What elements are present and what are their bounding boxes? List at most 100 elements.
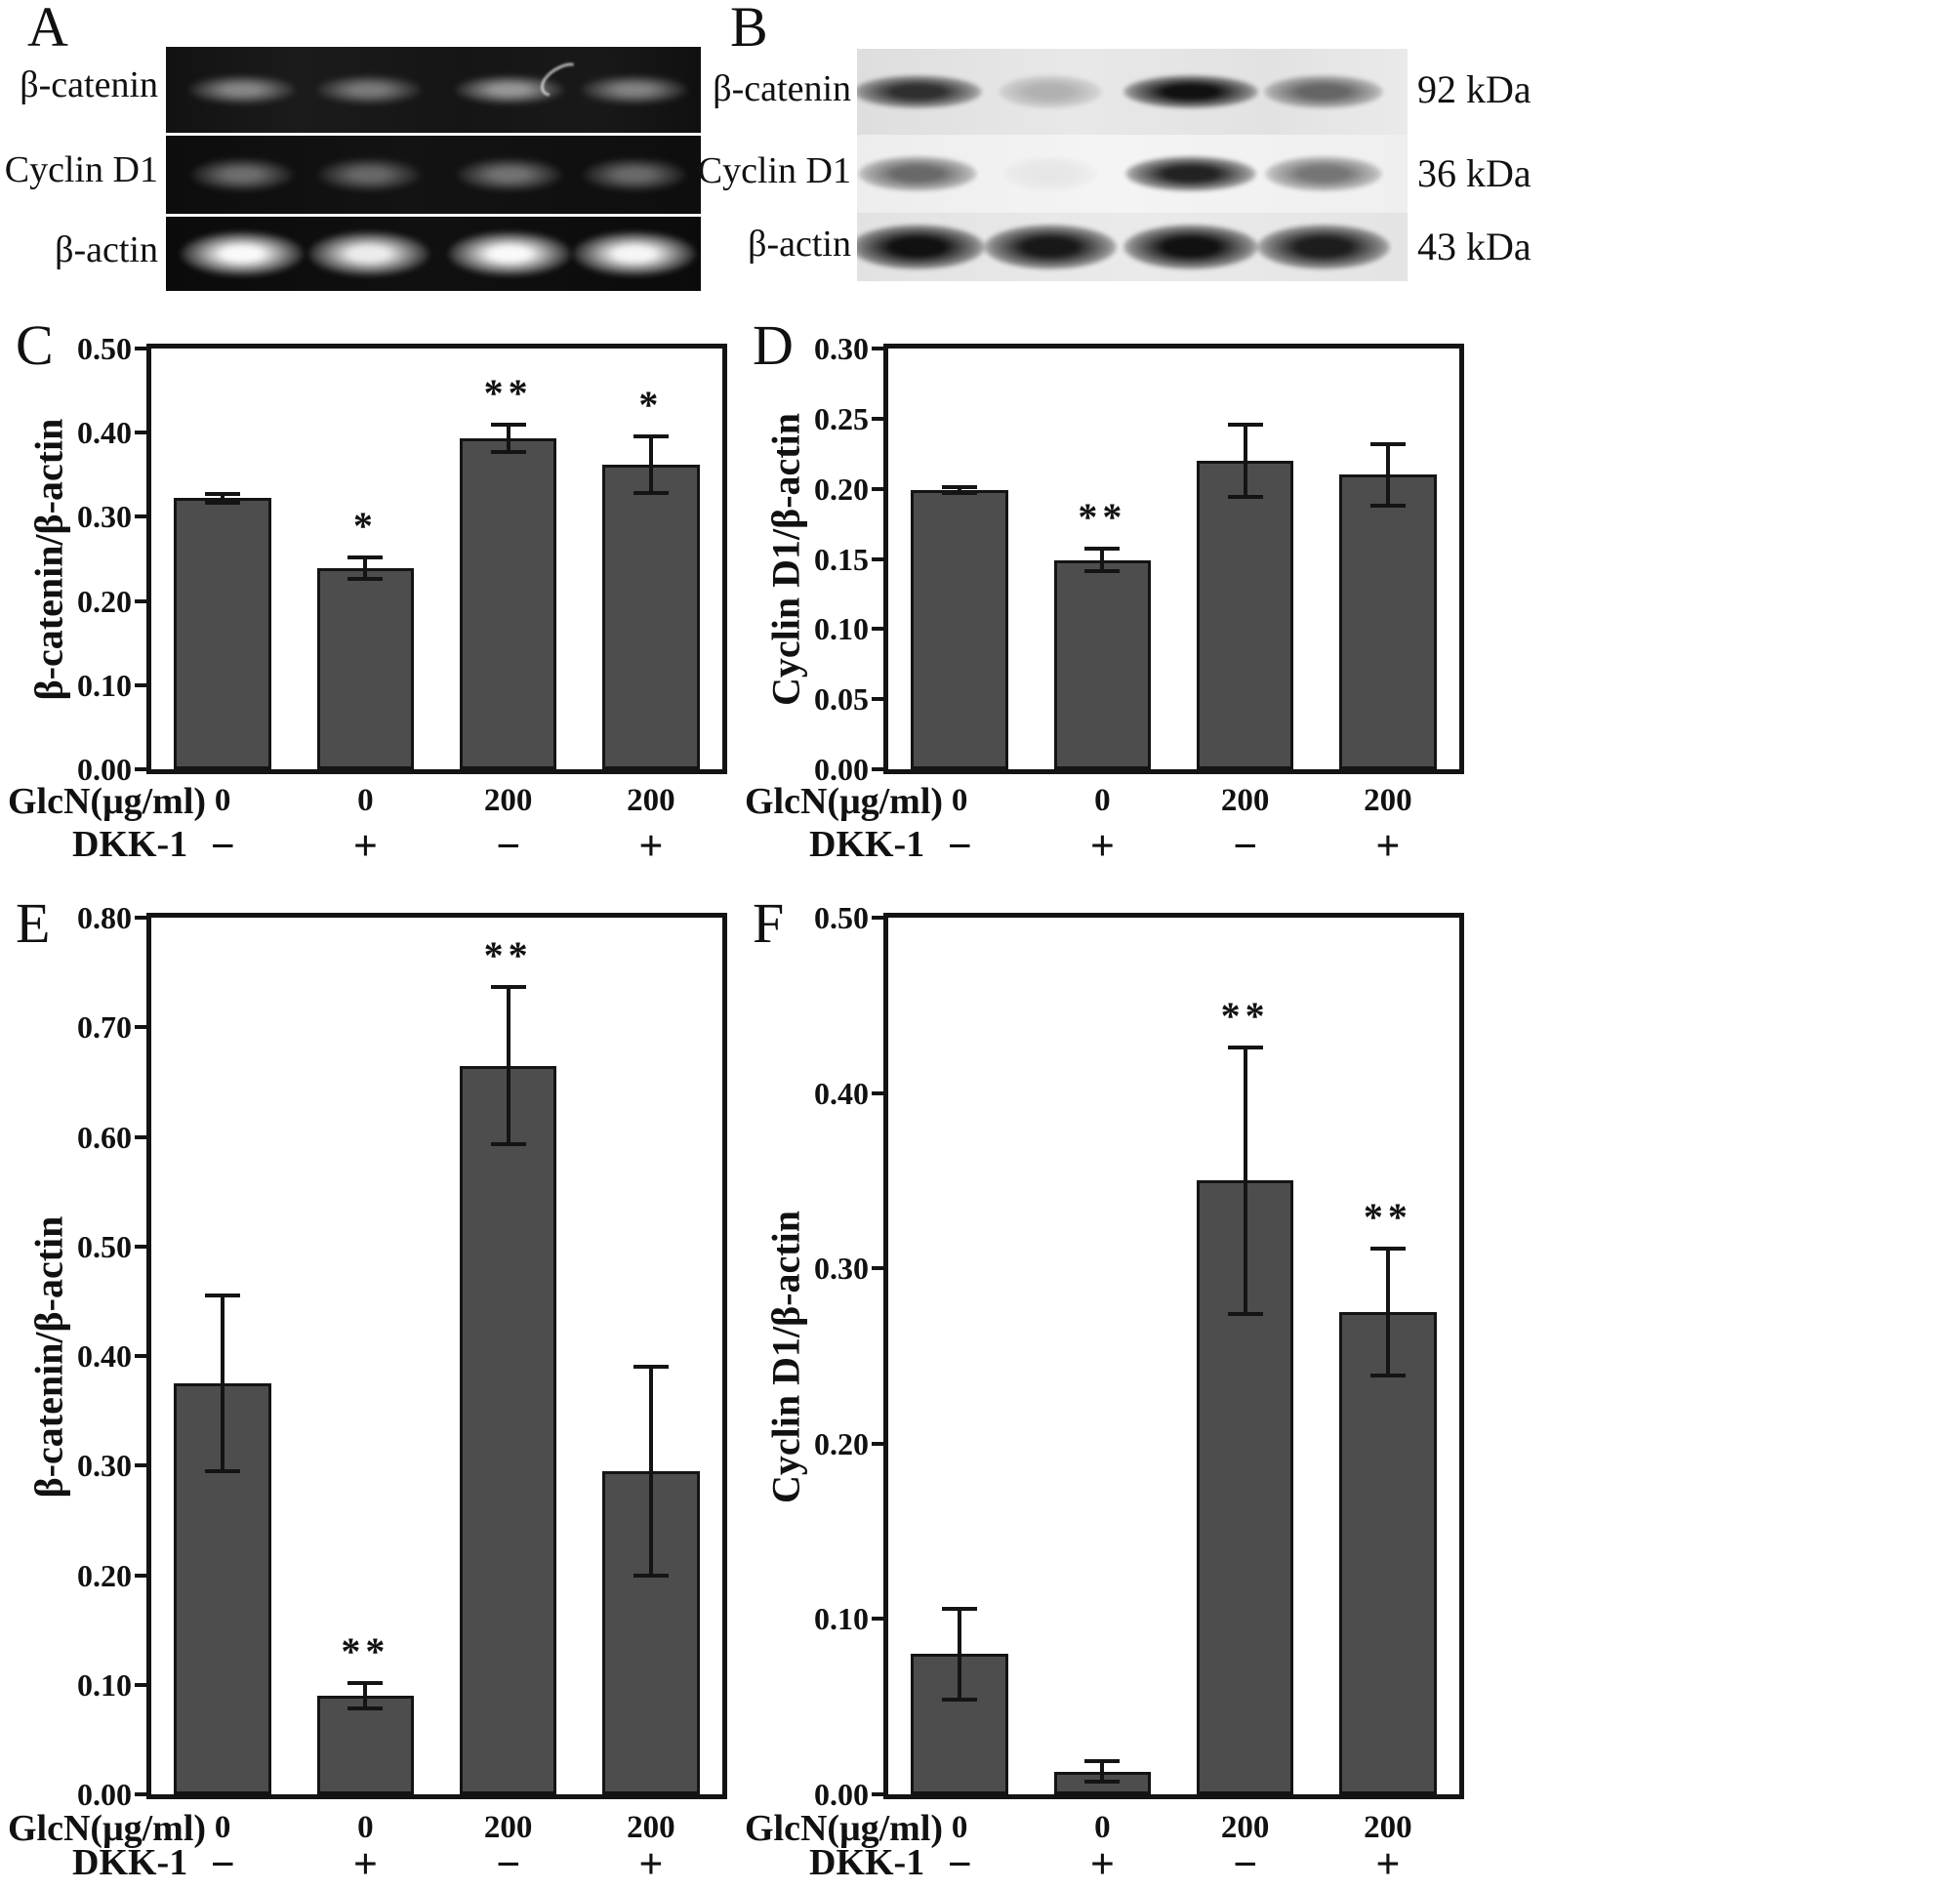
- glcn-dose-value: 200: [1220, 783, 1270, 818]
- error-bar-cap-bottom: [1369, 1373, 1406, 1377]
- error-bar-cap-top: [347, 555, 384, 559]
- gel-row-separator: [166, 133, 701, 136]
- error-bar-cap-bottom: [205, 1468, 241, 1473]
- glcn-dose-value: 0: [214, 783, 231, 818]
- glcn-axis-header: GlcN(μg/ml): [8, 781, 207, 822]
- dkk-condition-value: −: [496, 1840, 521, 1888]
- error-bar-cap-top: [942, 485, 978, 490]
- y-tick-mark: [135, 1463, 146, 1468]
- chart-c-plot-area: * ** *: [146, 344, 727, 774]
- bar: [174, 498, 271, 769]
- gel-band: [582, 158, 687, 191]
- y-tick-mark: [135, 514, 146, 519]
- error-bar-cap-bottom: [490, 1142, 526, 1147]
- blot-b-row-beta-actin: [857, 213, 1408, 281]
- dkk-condition-value: +: [1089, 1840, 1115, 1888]
- gel-band: [189, 158, 295, 191]
- glcn-dose-value: 200: [1364, 783, 1412, 818]
- chart-panel-e: E β-catenin/β-actin 0.00 0.10 0.20 0.30 0.40…: [0, 893, 742, 1886]
- blot-b-row-beta-catenin: [857, 49, 1408, 135]
- y-tick-mark: [872, 916, 883, 920]
- error-bar-cap-bottom: [1084, 1780, 1121, 1785]
- significance-marker: **: [1363, 1195, 1412, 1240]
- error-bar: [958, 1608, 962, 1700]
- error-bar-cap-top: [205, 1294, 241, 1298]
- error-bar: [363, 556, 368, 580]
- dkk-condition-value: −: [210, 1840, 235, 1888]
- y-tick-mark: [872, 627, 883, 632]
- gel-band: [1123, 225, 1258, 269]
- glcn-dose-value: 200: [1220, 1810, 1270, 1845]
- dkk-condition-value: +: [1089, 822, 1115, 870]
- gel-band: [317, 158, 421, 191]
- gel-band: [188, 75, 296, 104]
- panel-c-label: C: [16, 313, 54, 377]
- chart-e-bars-layer: ** **: [151, 918, 722, 1794]
- y-tick-mark: [135, 1792, 146, 1796]
- glcn-axis-header: GlcN(μg/ml): [745, 1808, 944, 1849]
- chart-panel-c: C β-catenin/β-actin 0.00 0.10 0.20 0.30 0.40…: [0, 315, 742, 879]
- dkk-condition-value: −: [1233, 822, 1258, 870]
- gel-a-row-label-beta-actin: β-actin: [55, 229, 158, 270]
- dkk-condition-value: −: [210, 822, 235, 870]
- error-bar: [958, 487, 962, 493]
- blot-image-panel-b: [857, 49, 1408, 281]
- error-bar-cap-top: [942, 1606, 978, 1611]
- significance-marker: **: [1220, 993, 1270, 1038]
- bar: [1053, 559, 1152, 769]
- chart-e-x-row-glcn: GlcN(μg/ml) 0 0 200 200: [0, 1808, 742, 1856]
- glcn-dose-value: 0: [357, 783, 374, 818]
- significance-marker: *: [638, 382, 664, 427]
- error-bar: [221, 494, 225, 503]
- blot-b-row-label-cyclin-d1: Cyclin D1: [697, 150, 851, 191]
- glcn-dose-value: 200: [1364, 1810, 1412, 1845]
- error-bar: [506, 425, 510, 453]
- gel-band: [307, 231, 430, 276]
- gel-row-separator: [166, 214, 701, 217]
- glcn-dose-value: 0: [214, 1810, 231, 1845]
- chart-f-plot-area: ** **: [883, 913, 1464, 1799]
- y-tick-mark: [872, 1266, 883, 1271]
- error-bar-cap-bottom: [633, 491, 669, 496]
- error-bar: [648, 435, 653, 494]
- chart-c-y-axis-title: β-catenin/β-actin: [26, 418, 71, 701]
- bar: [459, 438, 557, 769]
- error-bar: [363, 1682, 368, 1709]
- chart-d-x-row-glcn: GlcN(μg/ml) 0 0 200 200: [737, 781, 1479, 829]
- y-tick-label: 0.20: [77, 1557, 132, 1593]
- blot-b-row-label-beta-catenin: β-catenin: [713, 68, 851, 109]
- error-bar-cap-top: [490, 984, 526, 989]
- error-bar: [648, 1367, 653, 1576]
- gel-band: [1001, 156, 1099, 191]
- dkk-condition-value: +: [352, 822, 378, 870]
- gel-band: [1264, 75, 1383, 108]
- y-tick-mark: [135, 347, 146, 350]
- chart-f-y-axis-title: Cyclin D1/β-actin: [763, 1211, 808, 1503]
- chart-f-x-row-dkk: DKK-1 − + − +: [737, 1840, 1479, 1890]
- error-bar-cap-top: [1369, 441, 1406, 446]
- error-bar-cap-top: [1084, 547, 1121, 552]
- y-tick-label: 0.10: [814, 1601, 869, 1637]
- chart-e-plot-area: ** **: [146, 913, 727, 1799]
- glcn-dose-value: 0: [1094, 783, 1111, 818]
- y-tick-mark: [872, 1441, 883, 1446]
- chart-d-plot-area: **: [883, 344, 1464, 774]
- error-bar-cap-bottom: [1369, 503, 1406, 508]
- y-tick-label: 0.00: [77, 1777, 132, 1812]
- error-bar-cap-top: [1227, 1045, 1263, 1049]
- glcn-dose-value: 0: [357, 1810, 374, 1845]
- gel-image-panel-a: [166, 47, 701, 291]
- glcn-axis-header: GlcN(μg/ml): [745, 781, 944, 822]
- panel-a-label: A: [27, 0, 68, 59]
- error-bar-cap-bottom: [205, 500, 241, 505]
- y-tick-mark: [872, 767, 883, 771]
- error-bar-cap-top: [347, 1680, 384, 1685]
- chart-e-y-axis-title: β-catenin/β-actin: [26, 1215, 71, 1499]
- significance-marker: *: [352, 503, 378, 548]
- bar: [911, 490, 1008, 769]
- y-tick-mark: [135, 682, 146, 687]
- gel-band: [1123, 75, 1258, 108]
- y-tick-mark: [872, 486, 883, 491]
- gel-band: [181, 231, 304, 276]
- significance-marker: **: [483, 932, 533, 977]
